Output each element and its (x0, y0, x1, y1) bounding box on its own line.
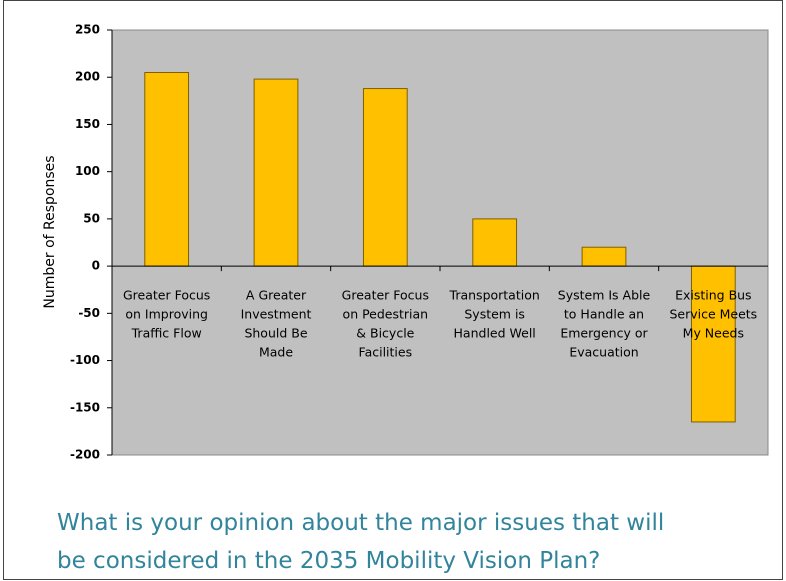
caption: What is your opinion about the major iss… (57, 510, 664, 536)
bar (581, 246, 627, 267)
y-tick-label: 250 (75, 23, 100, 37)
caption: be considered in the 2035 Mobility Visio… (57, 548, 600, 574)
x-tick-label: A Greater (246, 288, 307, 303)
x-tick-label: System Is Able (558, 288, 651, 303)
y-tick-label: 150 (75, 117, 100, 131)
x-tick-label: Investment (241, 307, 312, 322)
y-tick-label: -200 (70, 448, 100, 462)
x-tick-label: My Needs (683, 326, 744, 341)
bar (362, 88, 408, 267)
x-tick-label: & Bicycle (356, 326, 414, 341)
x-tick-label: Should Be (244, 326, 307, 341)
x-tick-label: Emergency or (560, 326, 648, 341)
x-tick-label: Facilities (359, 345, 413, 360)
x-tick-label: on Pedestrian (343, 307, 429, 322)
bar (472, 218, 518, 267)
x-tick-label: Handled Well (454, 326, 536, 341)
x-tick-label: Made (259, 345, 293, 360)
x-tick-label: System is (464, 307, 525, 322)
y-tick-label: -50 (78, 306, 100, 320)
x-tick-label: Traffic Flow (131, 326, 202, 341)
x-tick-label: Service Meets (669, 307, 757, 322)
y-tick-label: 0 (92, 259, 100, 273)
x-tick-label: to Handle an (564, 307, 644, 322)
plot-area (111, 29, 769, 456)
x-tick-label: Greater Focus (123, 288, 210, 303)
x-tick-label: on Improving (125, 307, 208, 322)
bar (253, 78, 299, 267)
x-tick-label: Evacuation (569, 345, 638, 360)
x-tick-label: Existing Bus (675, 288, 752, 303)
y-tick-label: 100 (75, 164, 100, 178)
x-tick-label: Greater Focus (342, 288, 429, 303)
x-tick-label: Transportation (449, 288, 540, 303)
bar (144, 72, 190, 267)
y-tick-label: -100 (70, 353, 100, 367)
y-tick-label: 50 (83, 211, 100, 225)
bar (690, 265, 736, 423)
y-axis-label: Number of Responses (42, 155, 58, 308)
y-tick-label: -150 (70, 400, 100, 414)
y-tick-label: 200 (75, 70, 100, 84)
